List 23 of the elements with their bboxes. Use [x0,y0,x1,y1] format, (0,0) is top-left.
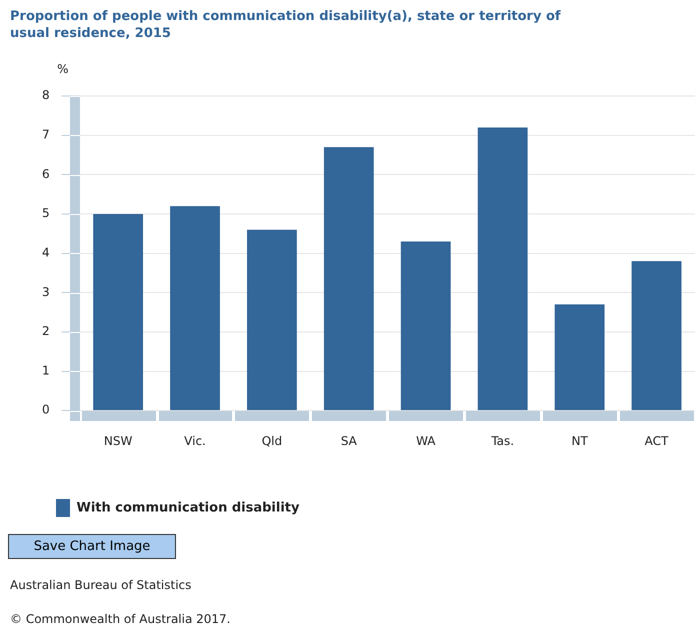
x-tick-label: Qld [262,434,282,448]
x-tick-label: NSW [104,434,132,448]
x-tick-label: SA [340,434,358,448]
y-tick-label: 0 [42,402,50,417]
text: © Commonwealth of Australia 2017. [10,612,230,626]
chart-title: Proportion of people with communication disability(a), state or territory of usual residence, 2015 [10,8,562,42]
x-tick-label: ACT [644,434,670,448]
y-tick-label: 6 [42,166,50,181]
y-tick-label: 8 [42,88,50,102]
y-tick-label: 4 [42,245,50,260]
y-tick-label: 1 [42,363,50,378]
save-button: Save Chart Image [8,534,176,559]
y-tick-label: 3 [42,284,50,299]
y-tick-label: 5 [42,206,50,220]
x-tick-label: WA [416,434,436,448]
legend-label: With communication disability [76,500,300,516]
y-tick-label: 2 [42,324,50,338]
x-tick-label: NT [571,434,588,448]
y-axis-title: % [57,62,69,76]
x-tick-label: Vic. [184,434,206,448]
text: Australian Bureau of Statistics [10,578,192,592]
y-tick-label: 7 [42,127,50,142]
x-tick-label: Tas. [490,434,514,448]
